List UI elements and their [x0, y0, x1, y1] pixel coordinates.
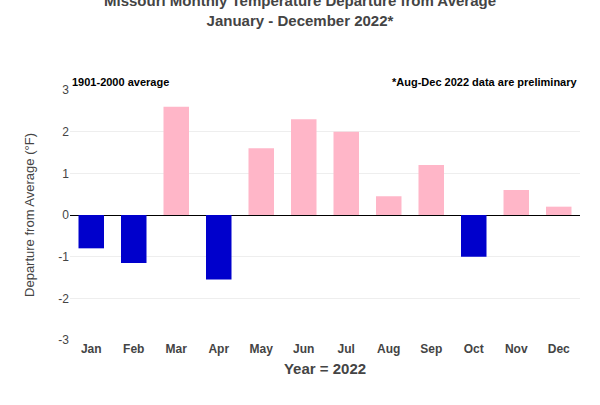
- svg-text:*Aug-Dec 2022 data are prelimi: *Aug-Dec 2022 data are preliminary: [392, 76, 578, 88]
- svg-text:1: 1: [62, 167, 69, 181]
- svg-text:Jan: Jan: [81, 342, 102, 356]
- svg-text:Nov: Nov: [505, 342, 528, 356]
- svg-text:-3: -3: [58, 333, 69, 347]
- svg-text:Feb: Feb: [123, 342, 144, 356]
- svg-text:0: 0: [62, 208, 69, 222]
- svg-text:Sep: Sep: [420, 342, 442, 356]
- svg-text:Oct: Oct: [464, 342, 484, 356]
- svg-text:3: 3: [62, 83, 69, 97]
- svg-text:Dec: Dec: [548, 342, 570, 356]
- svg-text:Jun: Jun: [293, 342, 314, 356]
- svg-text:Departure from Average (°F): Departure from Average (°F): [22, 133, 37, 297]
- svg-text:May: May: [250, 342, 274, 356]
- svg-text:-1: -1: [58, 250, 69, 264]
- svg-text:2: 2: [62, 125, 69, 139]
- svg-text:Apr: Apr: [208, 342, 229, 356]
- svg-text:-2: -2: [58, 292, 69, 306]
- svg-text:Year = 2022: Year = 2022: [284, 360, 366, 377]
- svg-text:Jul: Jul: [338, 342, 355, 356]
- svg-text:1901-2000 average: 1901-2000 average: [72, 76, 169, 88]
- svg-text:Mar: Mar: [166, 342, 188, 356]
- svg-text:Missouri Monthly Temperature D: Missouri Monthly Temperature Departure f…: [104, 0, 496, 29]
- svg-text:Aug: Aug: [377, 342, 400, 356]
